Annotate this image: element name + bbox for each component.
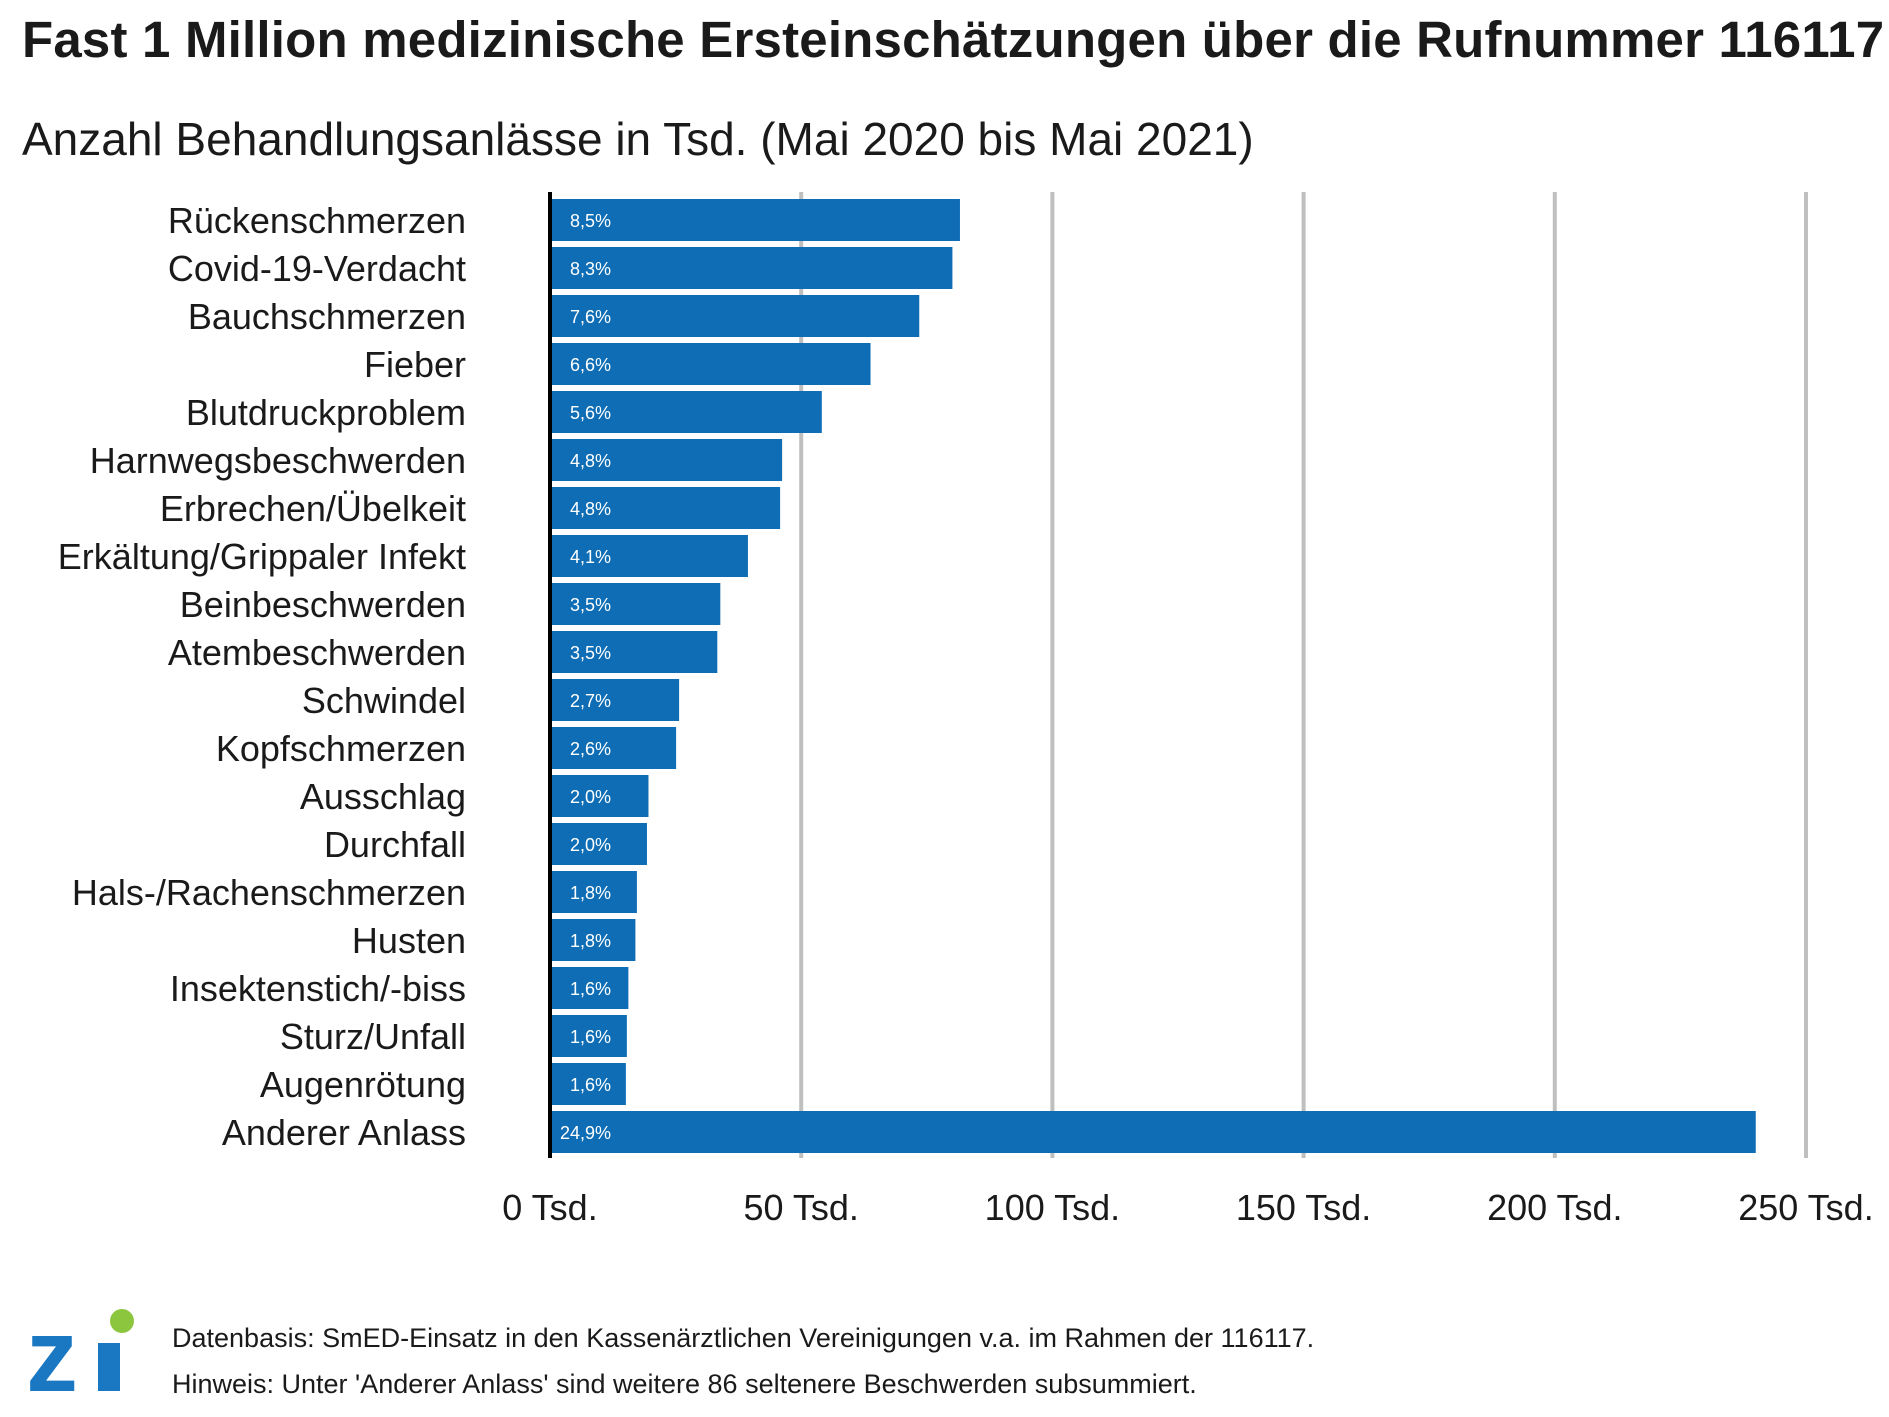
bar-data-label: 1,8% [570, 883, 611, 903]
bar [550, 727, 677, 769]
bars: 8,5% 8,3% 7,6% 6,6% 5,6% 4,8% 4,8% 4,1% 3,5% 3,5%… [550, 199, 1756, 1153]
category-label: Fieber [364, 344, 466, 385]
bar-chart: 8,5% 8,3% 7,6% 6,6% 5,6% 4,8% 4,8% 4,1% 3,5% 3,5%… [58, 192, 1874, 1228]
x-tick-label: 250 Tsd. [1738, 1187, 1873, 1228]
bar-data-label: 8,3% [570, 259, 611, 279]
bar [550, 535, 748, 577]
category-label: Schwindel [302, 680, 466, 721]
bar-data-label: 2,0% [570, 835, 611, 855]
category-label: Harnwegsbeschwerden [90, 440, 466, 481]
category-label: Kopfschmerzen [216, 728, 466, 769]
category-label: Erkältung/Grippaler Infekt [58, 536, 466, 577]
bar-data-label: 4,8% [570, 499, 611, 519]
bar-data-label: 6,6% [570, 355, 611, 375]
bar [550, 1063, 626, 1105]
chart-subtitle: Anzahl Behandlungsanlässe in Tsd. (Mai 2… [22, 113, 1254, 165]
bar [550, 823, 647, 865]
category-label: Hals-/Rachenschmerzen [72, 872, 466, 913]
x-tick-label: 50 Tsd. [743, 1187, 858, 1228]
bar [550, 1111, 1756, 1153]
category-label: Sturz/Unfall [280, 1016, 466, 1057]
bar [550, 919, 636, 961]
bar [550, 295, 920, 337]
bar-data-label: 2,7% [570, 691, 611, 711]
bar [550, 631, 718, 673]
category-label: Erbrechen/Übelkeit [160, 488, 466, 529]
bar [550, 775, 649, 817]
bar-data-label: 3,5% [570, 643, 611, 663]
category-label: Beinbeschwerden [180, 584, 466, 625]
bar [550, 247, 953, 289]
category-label: Insektenstich/-biss [170, 968, 466, 1009]
gridlines [799, 192, 1808, 1158]
svg-text:z: z [26, 1305, 78, 1395]
bar-data-label: 1,8% [570, 931, 611, 951]
category-label: Bauchschmerzen [188, 296, 466, 337]
x-tick-label: 200 Tsd. [1487, 1187, 1622, 1228]
bar [550, 1015, 627, 1057]
bar [550, 583, 721, 625]
bar-data-label: 7,6% [570, 307, 611, 327]
category-label: Covid-19-Verdacht [168, 248, 466, 289]
chart-title: Fast 1 Million medizinische Ersteinschät… [22, 11, 1885, 68]
bar [550, 199, 960, 241]
category-label: Anderer Anlass [222, 1112, 466, 1153]
bar-data-label: 4,8% [570, 451, 611, 471]
bar-data-label: 24,9% [560, 1123, 611, 1143]
x-tick-label: 0 Tsd. [502, 1187, 597, 1228]
bar-data-label: 1,6% [570, 979, 611, 999]
bar-data-label: 8,5% [570, 211, 611, 231]
category-label: Ausschlag [300, 776, 466, 817]
bar [550, 679, 680, 721]
category-label: Augenrötung [260, 1064, 466, 1105]
category-labels: Rückenschmerzen Covid-19-Verdacht Bauchsch… [58, 200, 466, 1153]
x-tick-labels: 0 Tsd. 50 Tsd. 100 Tsd. 150 Tsd. 200 Tsd. 250… [502, 1187, 1873, 1228]
x-tick-label: 150 Tsd. [1236, 1187, 1371, 1228]
bar [550, 439, 783, 481]
bar-data-label: 5,6% [570, 403, 611, 423]
category-label: Husten [352, 920, 466, 961]
bar-data-label: 3,5% [570, 595, 611, 615]
category-label: Durchfall [324, 824, 466, 865]
bar [550, 967, 629, 1009]
bar [550, 871, 637, 913]
bar-data-label: 2,0% [570, 787, 611, 807]
category-label: Blutdruckproblem [186, 392, 466, 433]
bar-data-label: 2,6% [570, 739, 611, 759]
x-tick-label: 100 Tsd. [985, 1187, 1120, 1228]
footer-note: Hinweis: Unter 'Anderer Anlass' sind wei… [172, 1369, 1197, 1399]
bar-data-label: 4,1% [570, 547, 611, 567]
bar-data-label: 1,6% [570, 1075, 611, 1095]
category-label: Rückenschmerzen [168, 200, 466, 241]
bar-data-label: 1,6% [570, 1027, 611, 1047]
category-label: Atembeschwerden [168, 632, 466, 673]
zi-logo: z [26, 1305, 134, 1395]
bar [550, 487, 781, 529]
bar [550, 343, 871, 385]
bar [550, 391, 822, 433]
footer-notes: Datenbasis: SmED-Einsatz in den Kassenär… [172, 1315, 1314, 1407]
footer-source: Datenbasis: SmED-Einsatz in den Kassenär… [172, 1323, 1315, 1353]
